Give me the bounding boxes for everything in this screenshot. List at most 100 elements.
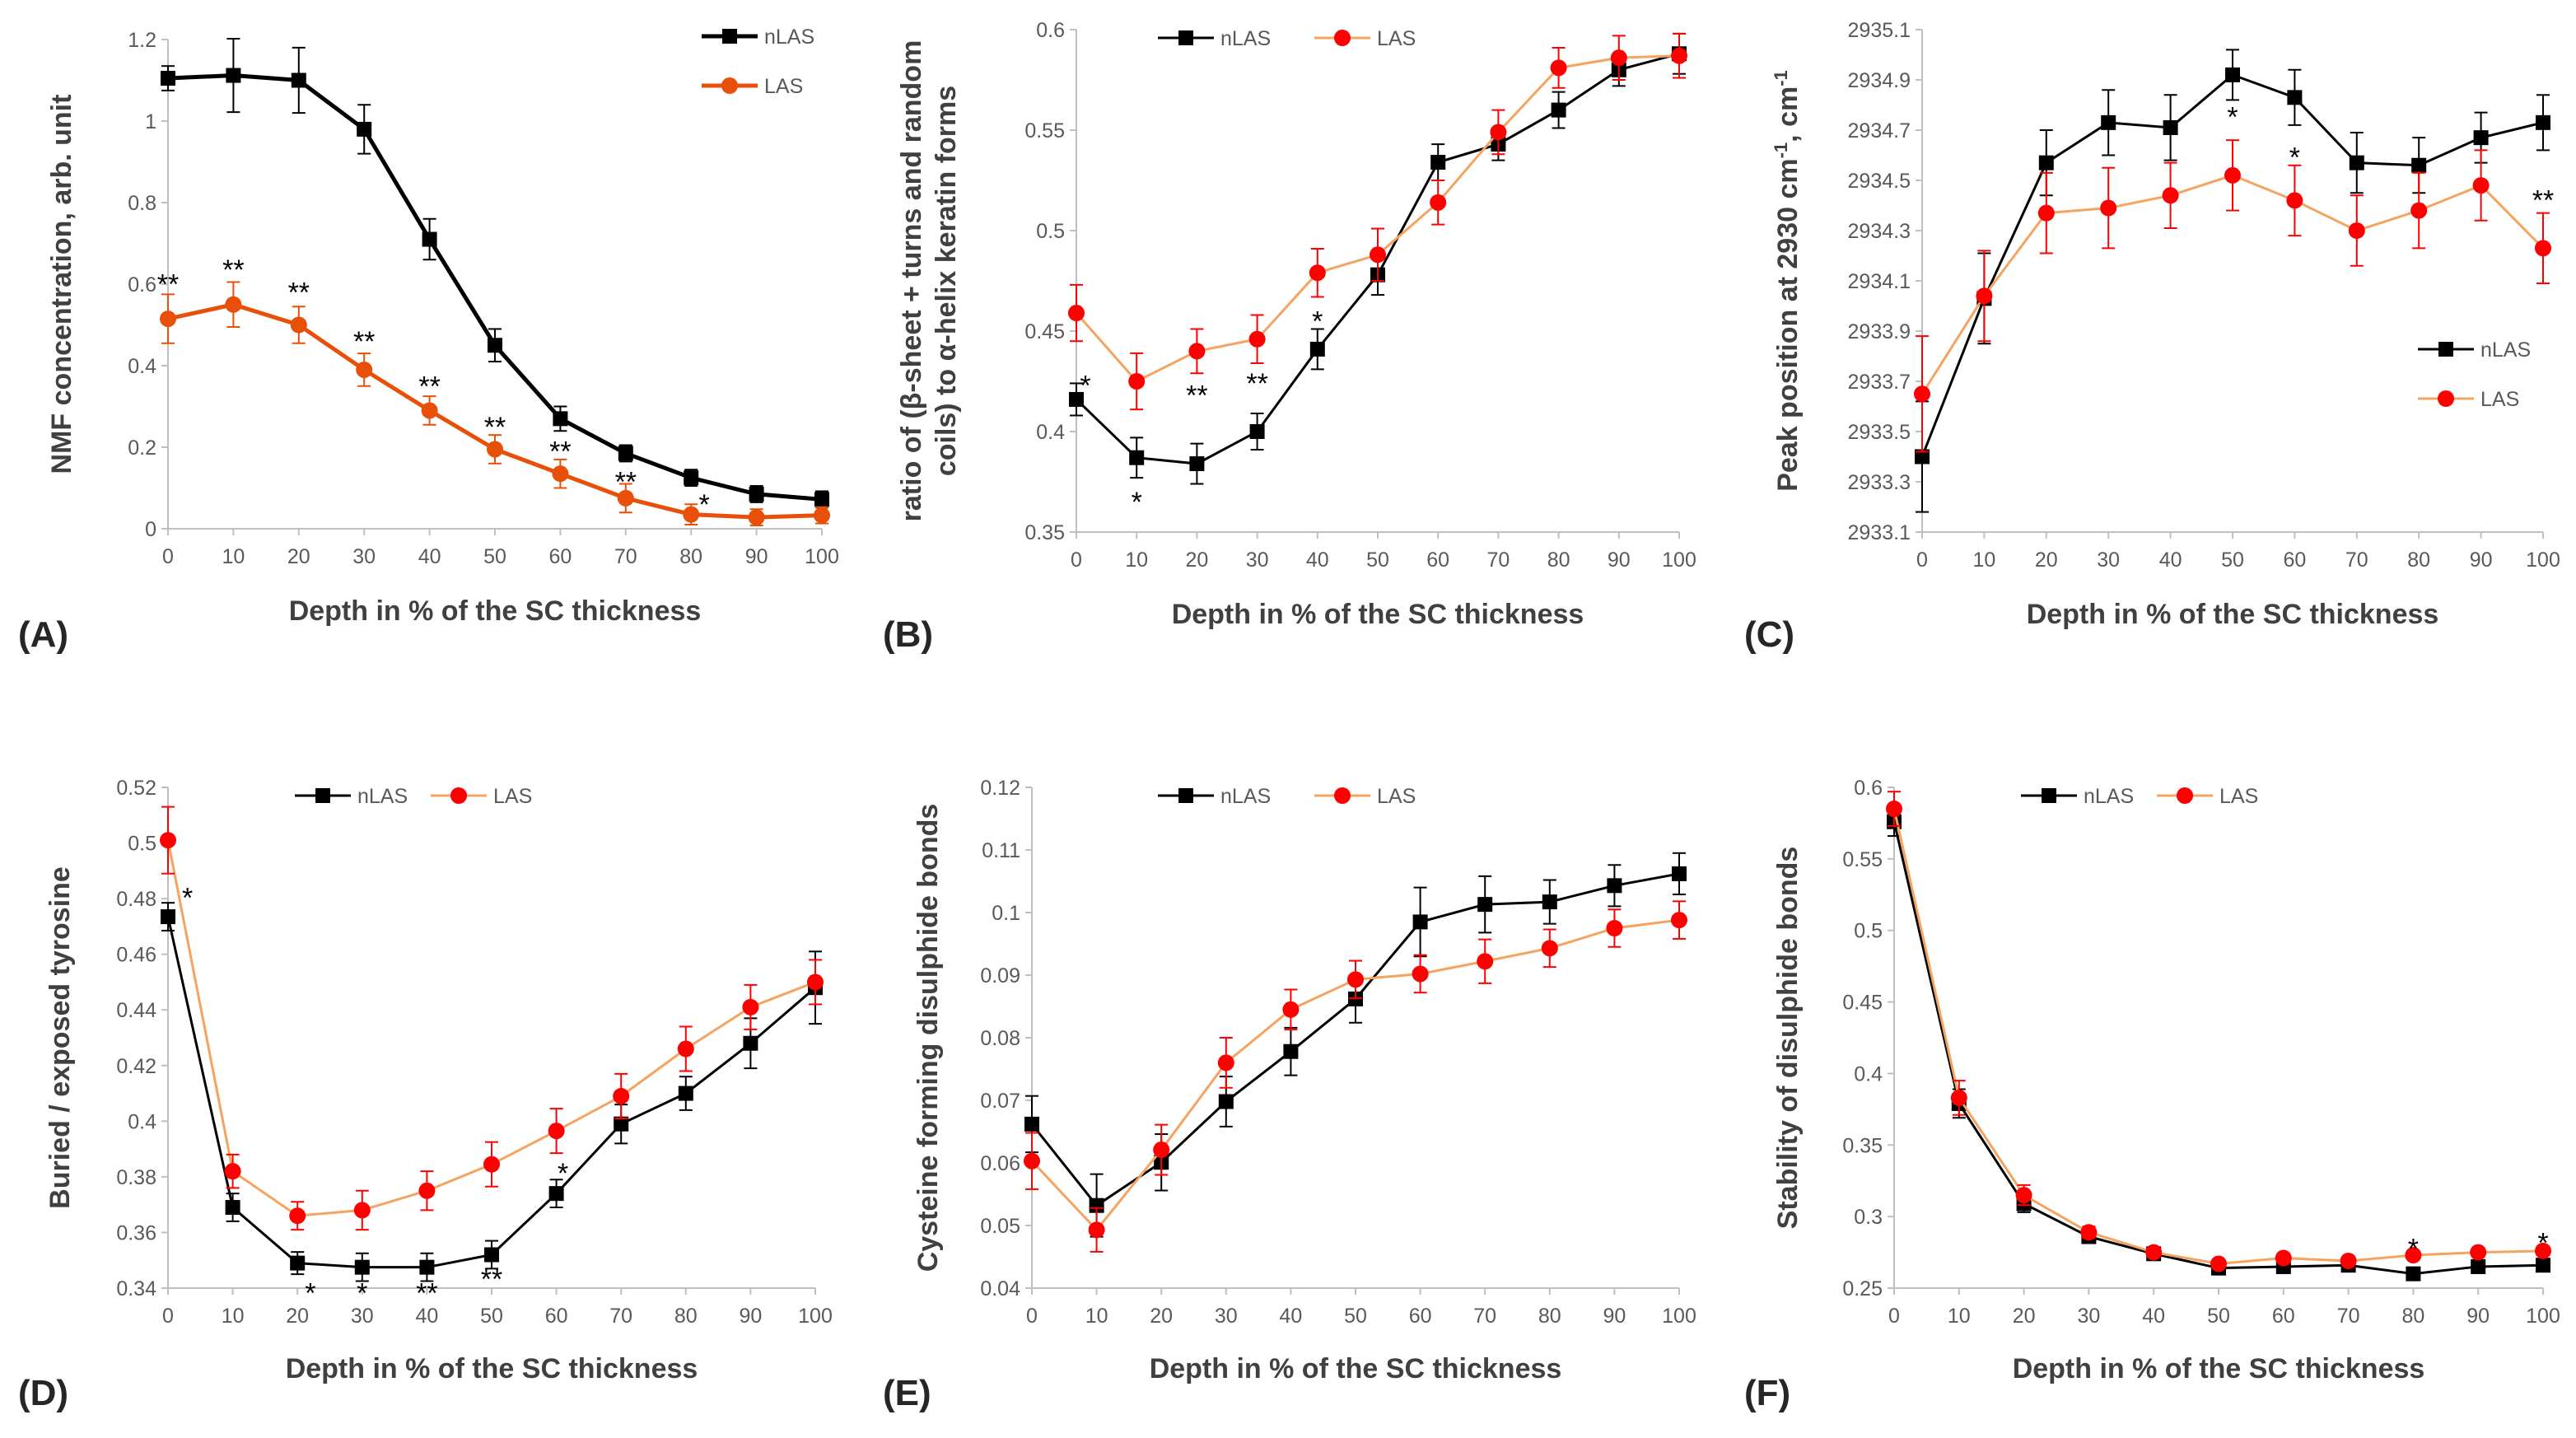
legend-marker <box>722 29 737 44</box>
data-point-las <box>748 509 765 526</box>
legend-item-nlas: nLAS <box>1158 785 1271 808</box>
x-tick-label: 80 <box>1547 549 1570 572</box>
y-tick-label: 0.05 <box>980 1215 1020 1238</box>
legend-item-las: LAS <box>1314 27 1416 50</box>
series-line-las <box>1892 808 2544 1265</box>
x-tick-label: 20 <box>1185 549 1208 572</box>
x-tick-label: 50 <box>2221 549 2244 572</box>
significance-marker: * <box>1080 370 1090 401</box>
legend-label: nLAS <box>764 26 814 49</box>
y-tick-label: 0.5 <box>1036 220 1065 243</box>
legend-label: nLAS <box>357 785 408 808</box>
x-tick-label: 50 <box>2207 1305 2230 1328</box>
significance-marker: * <box>698 489 709 521</box>
x-tick-label: 100 <box>1662 1305 1696 1328</box>
data-point-nlas <box>1129 450 1145 465</box>
significance-marker: ** <box>484 412 506 443</box>
y-tick-label: 2933.5 <box>1848 421 1911 444</box>
data-point-las <box>1347 971 1364 988</box>
y-tick-label: 0.5 <box>1854 920 1883 943</box>
data-point-las <box>2015 1187 2032 1204</box>
panel-f: 0.25 0.3 0.35 0.4 0.45 0.5 0.55 0.6 0 10 20 30 40 50 6… <box>1744 777 2560 1413</box>
x-tick-label: 50 <box>483 545 506 568</box>
legend-item-las: LAS <box>2157 785 2258 808</box>
x-tick-label: 70 <box>2345 549 2368 572</box>
data-point-nlas <box>2536 1258 2550 1273</box>
y-axis-title-line2: coils) to α-helix keratin forms <box>931 86 962 476</box>
series-las <box>1886 791 2551 1272</box>
x-tick-label: 80 <box>679 545 702 568</box>
data-point-las <box>2080 1224 2098 1241</box>
y-tick-label: 2933.3 <box>1848 471 1911 494</box>
y-tick-label: 2933.9 <box>1848 320 1911 343</box>
data-point-las <box>2286 192 2303 209</box>
y-tick-label: 2934.9 <box>1848 69 1911 92</box>
x-tick-label: 100 <box>2526 1305 2560 1328</box>
panel-label: (D) <box>18 1373 68 1413</box>
legend-label: nLAS <box>1220 27 1271 50</box>
legend-label: LAS <box>493 785 532 808</box>
data-point-nlas <box>1283 1043 1299 1059</box>
x-tick-label: 70 <box>2337 1305 2360 1328</box>
significance-marker: * <box>182 883 193 914</box>
legend-label: nLAS <box>2480 338 2531 362</box>
x-tick-label: 50 <box>480 1305 503 1328</box>
legend-marker <box>2438 390 2454 407</box>
legend-label: LAS <box>2480 388 2519 411</box>
significance-marker: * <box>558 1158 568 1189</box>
data-point-nlas <box>749 486 764 502</box>
x-tick-label: 80 <box>2401 1305 2424 1328</box>
y-tick-label: 0.55 <box>1842 848 1883 871</box>
y-axis-title-line1: ratio of (β-sheet + turns and random <box>896 40 927 522</box>
data-point-las <box>1068 305 1085 322</box>
y-tick-label: 0.4 <box>128 1110 156 1133</box>
data-point-nlas <box>2471 1258 2486 1274</box>
data-point-nlas <box>814 492 829 507</box>
data-point-nlas <box>488 338 502 353</box>
data-point-nlas <box>1542 894 1557 910</box>
legend-marker <box>2177 787 2193 804</box>
x-tick-label: 70 <box>1486 549 1510 572</box>
legend: nLAS LAS <box>295 785 532 808</box>
data-point-las <box>617 489 634 507</box>
data-point-nlas <box>1430 155 1446 170</box>
series-nlas <box>1887 806 2550 1282</box>
data-point-las <box>1370 246 1386 264</box>
y-tick-label: 0.4 <box>128 355 156 378</box>
x-tick-label: 10 <box>1948 1305 1971 1328</box>
data-point-nlas <box>161 909 175 925</box>
legend: nLAS LAS <box>2021 785 2258 808</box>
data-point-las <box>1188 343 1206 360</box>
y-tick-label: 0.6 <box>1854 777 1883 800</box>
x-tick-label: 40 <box>1279 1305 1302 1328</box>
data-point-las <box>290 316 307 334</box>
data-point-nlas <box>1672 866 1687 881</box>
y-tick-label: 2934.7 <box>1848 119 1911 142</box>
data-point-las <box>548 1123 565 1140</box>
data-point-nlas <box>2038 155 2054 170</box>
data-point-nlas <box>2225 67 2240 82</box>
data-point-las <box>1541 940 1558 957</box>
series-las <box>160 281 830 527</box>
data-point-las <box>1412 965 1429 983</box>
data-point-las <box>1490 124 1507 141</box>
series-las <box>1024 900 1687 1253</box>
data-point-las <box>2535 240 2551 257</box>
data-point-las <box>160 832 176 849</box>
data-point-nlas <box>484 1247 499 1263</box>
data-point-nlas <box>290 1255 306 1271</box>
legend-item-las: LAS <box>2418 388 2519 411</box>
y-tick-label: 0.55 <box>1024 119 1065 142</box>
y-tick-label: 0.45 <box>1024 320 1065 343</box>
y-tick-label: 0.09 <box>980 964 1020 987</box>
series-line-nlas <box>1030 872 1680 1207</box>
x-tick-label: 80 <box>2407 549 2430 572</box>
significance-marker: * <box>2408 1234 2419 1265</box>
data-point-nlas <box>2101 114 2116 130</box>
x-tick-label: 90 <box>1608 549 1631 572</box>
legend-label: LAS <box>1377 27 1416 50</box>
y-tick-label: 2934.1 <box>1848 270 1911 293</box>
data-point-las <box>225 296 242 313</box>
y-tick-label: 0.4 <box>1854 1062 1883 1086</box>
x-tick-label: 60 <box>2272 1305 2295 1328</box>
